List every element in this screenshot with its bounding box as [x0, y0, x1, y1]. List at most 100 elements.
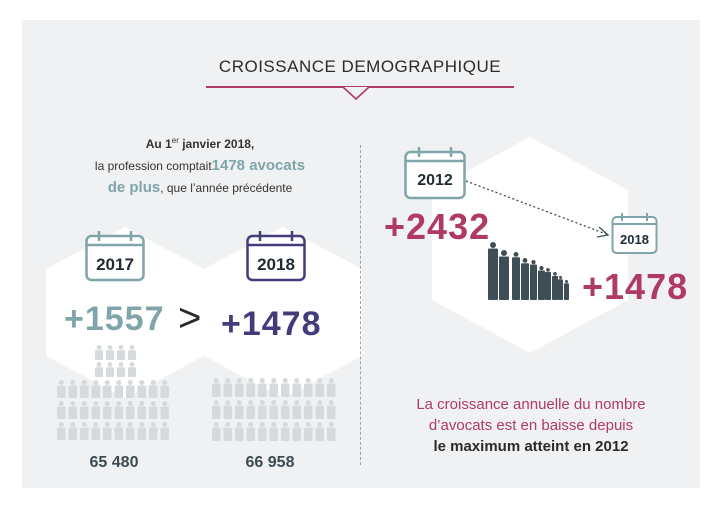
conclusion-line-2: d’avocats est en baisse depuis	[428, 417, 634, 434]
person-icon	[258, 400, 267, 419]
intro-compare-text: , que l’année précédente	[160, 181, 293, 195]
comparator-sign: >	[178, 296, 202, 340]
person-icon	[512, 252, 520, 300]
person-icon	[281, 422, 290, 441]
person-icon	[212, 400, 221, 419]
person-icon	[128, 345, 136, 360]
section-divider	[360, 145, 361, 465]
person-icon	[68, 401, 77, 419]
intro-accent-count: 1478 avocats	[211, 157, 306, 174]
hexagon-2018	[204, 227, 362, 398]
person-icon	[212, 378, 221, 397]
person-icon	[292, 400, 301, 419]
person-icon	[57, 401, 66, 419]
calendar-2018-small-year: 2018	[620, 232, 649, 247]
page-title: CROISSANCE DEMOGRAPHIQUE	[218, 57, 502, 76]
person-icon	[68, 380, 77, 398]
count-2018: 66 958	[245, 454, 295, 471]
person-icon	[521, 258, 529, 300]
person-icon	[106, 362, 114, 377]
hexagon-right	[432, 137, 628, 353]
intro-profession-text: la profession comptait	[94, 159, 212, 173]
person-icon	[327, 422, 336, 441]
person-icon	[126, 380, 135, 398]
person-icon	[149, 380, 158, 398]
person-icon	[235, 422, 244, 441]
intro-date-sup: er	[171, 136, 179, 145]
person-icon	[281, 400, 290, 419]
person-icon	[80, 401, 89, 419]
intro-date-prefix: Au 1	[145, 137, 172, 151]
person-icon	[558, 276, 563, 300]
conclusion-line-3: le maximum atteint en 2012	[433, 438, 629, 455]
person-icon	[91, 401, 100, 419]
person-icon	[160, 380, 169, 398]
person-icon	[128, 362, 136, 377]
person-icon	[114, 380, 123, 398]
calendar-2017-year: 2017	[96, 255, 134, 274]
person-icon	[117, 362, 125, 377]
person-icon	[488, 242, 498, 300]
calendar-2017: 2017	[85, 230, 145, 282]
person-icon	[80, 422, 89, 440]
person-icon	[281, 378, 290, 397]
intro-date-suffix: janvier 2018,	[178, 137, 255, 151]
person-icon	[269, 378, 278, 397]
delta-2018-right: +1478	[582, 266, 689, 307]
person-icon	[246, 378, 255, 397]
person-icon	[269, 400, 278, 419]
conclusion-text: La croissance annuelle du nombre d’avoca…	[376, 394, 686, 457]
calendar-icon	[404, 147, 466, 200]
person-icon	[149, 422, 158, 440]
person-icon	[103, 422, 112, 440]
people-grid-2018	[212, 378, 336, 441]
delta-2012: +2432	[384, 206, 491, 247]
person-icon	[258, 422, 267, 441]
person-icon	[223, 422, 232, 441]
person-icon	[80, 380, 89, 398]
person-icon	[212, 422, 221, 441]
intro-text: Au 1er janvier 2018, la profession compt…	[40, 130, 360, 199]
person-icon	[126, 422, 135, 440]
person-icon	[545, 268, 551, 300]
person-icon	[564, 280, 569, 300]
calendar-2012-year: 2012	[417, 172, 453, 189]
person-icon	[327, 378, 336, 397]
person-icon	[223, 378, 232, 397]
person-icon	[304, 422, 313, 441]
person-icon	[538, 266, 545, 300]
person-icon	[304, 400, 313, 419]
person-icon	[552, 272, 558, 300]
person-icon	[327, 400, 336, 419]
count-2017: 65 480	[89, 454, 139, 471]
calendar-icon	[611, 213, 658, 254]
person-icon	[530, 260, 537, 300]
person-icon	[235, 378, 244, 397]
intro-line-1: Au 1er janvier 2018,	[40, 130, 360, 155]
person-icon	[114, 401, 123, 419]
person-icon	[235, 400, 244, 419]
person-icon	[160, 422, 169, 440]
arrow-icon	[465, 180, 610, 238]
person-icon	[91, 422, 100, 440]
intro-accent-more: de plus	[107, 179, 161, 196]
person-icon	[68, 422, 77, 440]
calendar-2018-year: 2018	[257, 255, 295, 274]
person-icon	[57, 422, 66, 440]
person-icon	[103, 380, 112, 398]
person-icon	[137, 422, 146, 440]
person-icon	[315, 400, 324, 419]
person-icon	[499, 250, 509, 300]
person-icon	[292, 378, 301, 397]
person-icon	[258, 378, 267, 397]
person-icon	[126, 401, 135, 419]
person-icon	[91, 380, 100, 398]
person-icon	[315, 422, 324, 441]
person-icon	[106, 345, 114, 360]
person-icon	[160, 401, 169, 419]
calendar-2012: 2012	[404, 146, 466, 200]
person-icon	[95, 362, 103, 377]
conclusion-line-1: La croissance annuelle du nombre	[416, 396, 646, 413]
person-icon	[117, 345, 125, 360]
calendar-icon	[85, 231, 145, 282]
